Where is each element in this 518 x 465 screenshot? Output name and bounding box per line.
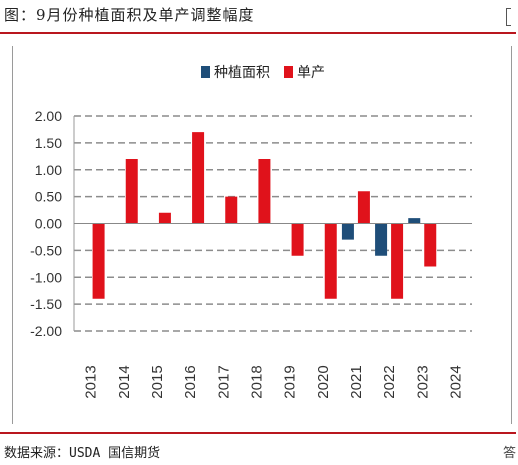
bar-yield-2018 — [258, 159, 271, 224]
y-tick-label: 1.50 — [35, 135, 62, 151]
y-tick-label: -0.50 — [30, 242, 62, 258]
bar-yield-2014 — [125, 159, 138, 224]
x-tick-label: 2019 — [282, 365, 299, 398]
x-tick-label: 2021 — [348, 365, 365, 398]
bottom-rule — [0, 432, 516, 434]
y-tick-label: 0.00 — [35, 216, 62, 232]
bar-yield-2019 — [291, 223, 304, 256]
x-tick-label: 2020 — [315, 365, 332, 398]
x-tick-label: 2018 — [248, 365, 265, 398]
x-tick-label: 2022 — [381, 365, 398, 398]
edge-glyph: 答 — [502, 446, 516, 461]
x-tick-label: 2016 — [182, 365, 199, 398]
x-tick-label: 2015 — [149, 365, 166, 398]
y-tick-label: 0.50 — [35, 189, 62, 205]
legend-label: 单产 — [297, 65, 325, 81]
legend-swatch — [284, 66, 293, 78]
legend-label: 种植面积 — [214, 65, 270, 81]
y-tick-label: -1.00 — [30, 269, 62, 285]
bar-yield-2015 — [158, 212, 171, 224]
bar-yield-2016 — [192, 132, 205, 224]
x-tick-label: 2013 — [83, 365, 100, 398]
bar-yield-2022 — [391, 223, 404, 299]
y-tick-label: 2.00 — [35, 108, 62, 124]
bar-area-2022 — [375, 223, 388, 256]
x-tick-label: 2017 — [215, 365, 232, 398]
y-tick-label: 1.00 — [35, 162, 62, 178]
bar-area-2023 — [408, 218, 421, 224]
x-tick-label: 2014 — [116, 365, 133, 398]
bar-yield-2020 — [324, 223, 337, 299]
legend-swatch — [201, 66, 210, 78]
x-tick-label: 2024 — [447, 365, 464, 398]
bar-area-2021 — [341, 223, 354, 240]
top-rule — [0, 32, 516, 34]
edge-mark — [506, 8, 511, 26]
x-tick-label: 2023 — [414, 365, 431, 398]
bar-yield-2017 — [225, 196, 238, 224]
bar-yield-2013 — [92, 223, 105, 299]
bar-yield-2023 — [424, 223, 437, 267]
chart-frame — [12, 46, 512, 424]
bar-yield-2021 — [357, 191, 370, 224]
y-tick-label: -1.50 — [30, 296, 62, 312]
chart-title: 图：9月份种植面积及单产调整幅度 — [4, 6, 255, 24]
source-note: 数据来源：USDA 国信期货 — [4, 446, 161, 461]
y-tick-label: -2.00 — [30, 323, 62, 339]
